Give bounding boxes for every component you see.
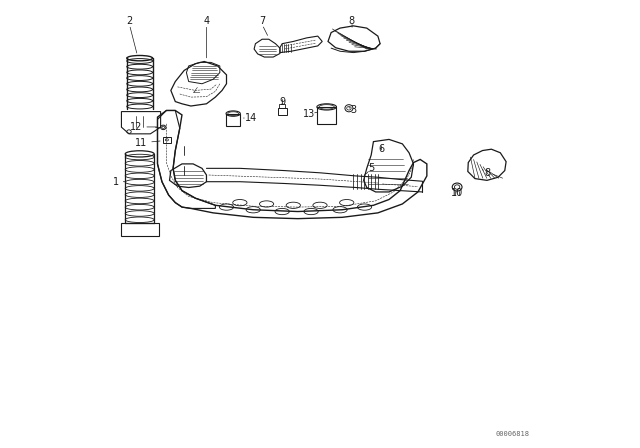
Text: 4: 4 bbox=[204, 17, 209, 26]
Text: 14: 14 bbox=[245, 113, 257, 123]
Text: 11: 11 bbox=[135, 138, 147, 147]
Text: 13: 13 bbox=[303, 108, 316, 119]
Text: 2: 2 bbox=[126, 17, 132, 26]
Text: 12: 12 bbox=[131, 122, 143, 132]
Text: 10: 10 bbox=[451, 188, 463, 198]
Text: 00006818: 00006818 bbox=[495, 431, 529, 437]
Text: 9: 9 bbox=[279, 97, 285, 107]
Text: 5: 5 bbox=[368, 164, 374, 173]
Text: 8: 8 bbox=[348, 17, 354, 26]
Text: 6: 6 bbox=[378, 144, 385, 154]
Text: 8: 8 bbox=[484, 168, 490, 178]
Text: 7: 7 bbox=[259, 17, 265, 26]
Text: 3: 3 bbox=[350, 105, 356, 116]
Text: 1: 1 bbox=[113, 177, 119, 187]
